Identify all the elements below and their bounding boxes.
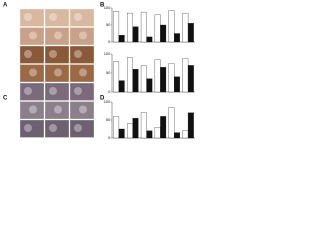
micrograph	[44, 27, 70, 46]
micrograph	[44, 119, 70, 138]
micrograph-detail	[79, 31, 87, 40]
bar	[113, 61, 120, 93]
micrograph	[69, 82, 95, 101]
micrograph	[19, 82, 45, 101]
bar	[132, 69, 139, 93]
bar	[113, 116, 120, 139]
micrograph	[44, 82, 70, 101]
micrograph	[69, 64, 95, 83]
micrograph-detail	[74, 124, 82, 132]
bar	[168, 10, 175, 43]
micrograph-detail	[24, 50, 32, 58]
micrograph-detail	[24, 87, 32, 95]
bar	[187, 112, 194, 139]
bar	[118, 128, 125, 139]
bar	[127, 57, 133, 93]
micrograph-detail	[49, 87, 57, 95]
micrograph	[69, 101, 95, 120]
bar	[140, 112, 147, 139]
bar	[160, 24, 167, 43]
bar	[113, 11, 120, 43]
micrograph	[19, 64, 45, 83]
bar	[146, 78, 153, 93]
y-tick-label: 100	[104, 99, 111, 104]
micrograph	[69, 45, 95, 64]
bar	[154, 14, 161, 43]
bar	[160, 67, 167, 93]
bar	[118, 35, 125, 43]
bar	[182, 130, 189, 139]
bar	[127, 123, 133, 139]
y-tick-label: 50	[106, 117, 111, 122]
micrograph-detail	[24, 124, 32, 132]
bar	[174, 76, 180, 93]
micrograph-detail	[49, 13, 57, 21]
bar	[182, 12, 189, 43]
micrograph-detail	[29, 105, 37, 114]
panel-letter: B	[100, 3, 105, 9]
micrograph-detail	[29, 31, 37, 40]
y-tick-label: 50	[106, 22, 111, 27]
y-tick-label: 100	[104, 51, 111, 56]
bar	[146, 130, 153, 139]
micrograph-detail	[74, 87, 82, 95]
micrograph	[19, 45, 45, 64]
y-tick-label: 0	[108, 89, 111, 94]
micrograph	[69, 8, 95, 27]
micrograph	[44, 64, 70, 83]
y-tick-label: 50	[106, 70, 111, 75]
bar	[174, 33, 180, 43]
panel-letter: D	[100, 96, 105, 102]
bar	[168, 107, 175, 139]
bar	[182, 58, 189, 93]
micrograph	[19, 8, 45, 27]
micrograph-detail	[74, 50, 82, 58]
bar	[140, 11, 147, 43]
micrograph-detail	[54, 31, 62, 40]
bar	[154, 59, 161, 93]
bar	[168, 63, 175, 93]
bar	[140, 65, 147, 93]
micrograph-detail	[29, 68, 37, 77]
micrograph	[44, 45, 70, 64]
micrograph	[69, 27, 95, 46]
bar	[160, 116, 167, 139]
figure: A B C D 0 50 100 0 50 100 0 50 100	[0, 0, 200, 149]
bar	[174, 132, 180, 139]
y-tick-label: 100	[104, 5, 111, 10]
micrograph-detail	[79, 68, 87, 77]
micrograph-detail	[54, 105, 62, 114]
bar	[146, 36, 153, 43]
micrograph-detail	[79, 105, 87, 114]
bar	[154, 127, 161, 139]
micrograph-detail	[74, 13, 82, 21]
bar	[132, 26, 139, 43]
bar	[132, 118, 139, 139]
bar	[118, 80, 125, 93]
panel-letter: C	[3, 96, 8, 102]
micrograph-detail	[54, 68, 62, 77]
micrograph-detail	[24, 13, 32, 21]
micrograph	[19, 101, 45, 120]
micrograph-detail	[49, 50, 57, 58]
bar	[187, 65, 194, 93]
micrograph	[44, 8, 70, 27]
bar	[127, 12, 133, 43]
micrograph	[44, 101, 70, 120]
micrograph	[19, 119, 45, 138]
micrograph	[19, 27, 45, 46]
bar	[187, 23, 194, 43]
micrograph	[69, 119, 95, 138]
y-tick-label: 0	[108, 135, 111, 140]
micrograph-detail	[49, 124, 57, 132]
panel-letter: A	[3, 3, 8, 9]
y-tick-label: 0	[108, 39, 111, 44]
